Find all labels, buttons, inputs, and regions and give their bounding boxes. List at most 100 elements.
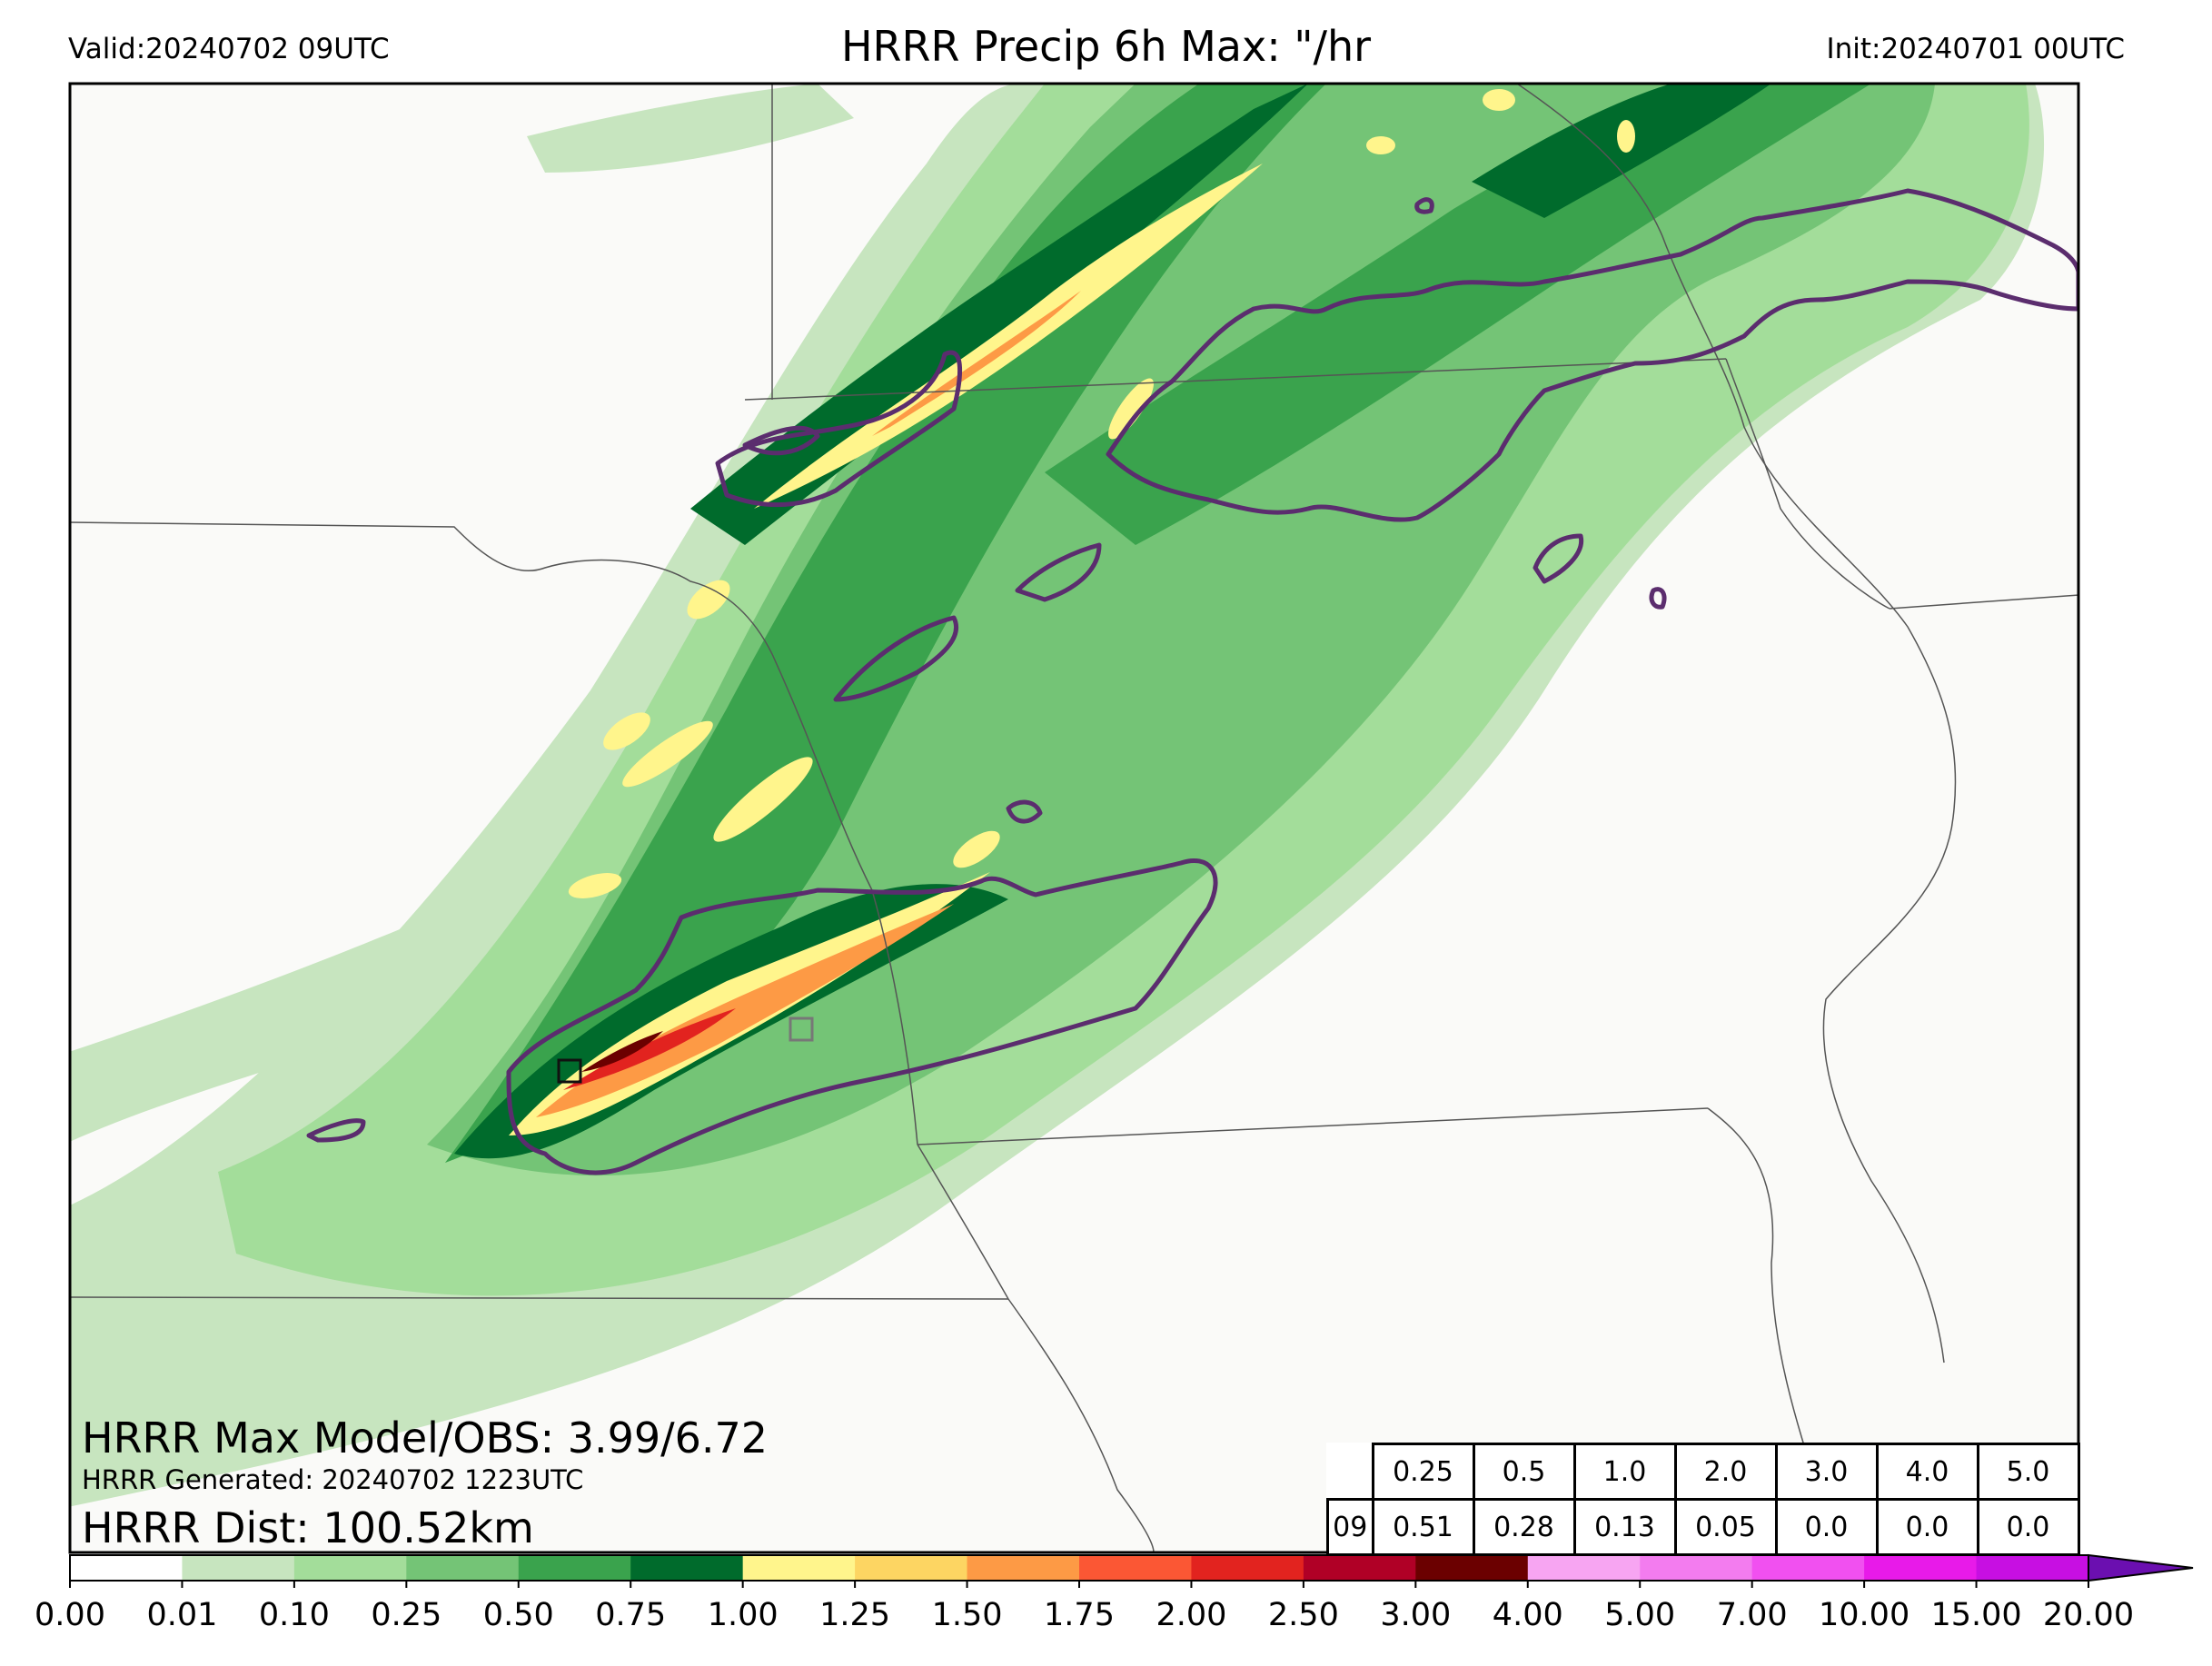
threshold-cell: 0.25 (1371, 1443, 1475, 1501)
value-cell: 0.28 (1472, 1498, 1576, 1556)
colorbar-tick-label: 0.75 (595, 1597, 667, 1633)
colorbar-tick-label: 1.25 (819, 1597, 891, 1633)
stat-distance: HRRR Dist: 100.52km (82, 1503, 534, 1552)
colorbar-segment (182, 1555, 295, 1581)
precip-cell (953, 830, 1000, 868)
obs-contour-north-a (715, 350, 963, 508)
state-border (1725, 358, 1890, 610)
obs-contour-small (1414, 197, 1434, 214)
value-cell: 0.51 (1371, 1498, 1475, 1556)
colorbar-segment (855, 1555, 968, 1581)
value-cell: 0.0 (1774, 1498, 1879, 1556)
colorbar-tick-label: 1.00 (707, 1597, 779, 1633)
state-border (744, 358, 1727, 401)
state-border (1889, 594, 2078, 610)
precip-cell (568, 873, 622, 898)
colorbar-segment (1415, 1555, 1529, 1581)
precip-core-south-150 (536, 904, 954, 1117)
value-cell: 0.0 (1875, 1498, 1979, 1556)
obs-contour-small (1006, 799, 1043, 824)
colorbar-tick-label: 1.75 (1044, 1597, 1115, 1633)
precip-field (70, 84, 2045, 1507)
obs-contour-south (506, 858, 1218, 1175)
threshold-cell: 0.5 (1472, 1443, 1576, 1501)
obs-contour-small (742, 425, 820, 456)
colorbar-tick-label: 15.00 (1930, 1597, 2022, 1633)
state-borders (70, 84, 2078, 1552)
state-border (70, 521, 773, 655)
colorbar-segment (1864, 1555, 1978, 1581)
colorbar-tick-label: 1.50 (931, 1597, 1003, 1633)
stat-max-model-obs: HRRR Max Model/OBS: 3.99/6.72 (82, 1413, 769, 1463)
colorbar-segment (518, 1555, 631, 1581)
state-border (70, 1296, 1009, 1300)
threshold-cell: 5.0 (1976, 1443, 2080, 1501)
map-frame (68, 82, 2080, 1554)
colorbar-tick-label: 4.00 (1492, 1597, 1563, 1633)
colorbar-tick-label: 7.00 (1716, 1597, 1788, 1633)
precip-cell (603, 712, 650, 750)
value-cell: 0.0 (1976, 1498, 2080, 1556)
colorbar-segment (1079, 1555, 1192, 1581)
precip-cell (1366, 136, 1395, 154)
precip-core-south-300 (581, 1031, 663, 1072)
obs-contour-mid (833, 615, 959, 702)
precip-cell (1483, 89, 1515, 111)
colorbar-tick-label: 0.50 (482, 1597, 554, 1633)
precip-swath-light-2 (70, 890, 509, 1142)
header-valid-time: Valid:20240702 09UTC (68, 33, 390, 65)
precip-cell (622, 720, 713, 788)
obs-contour-ne (1533, 533, 1584, 584)
verification-header-row: 0.25 0.5 1.0 2.0 3.0 4.0 5.0 (1328, 1443, 2080, 1501)
precip-band-050-a (445, 84, 1326, 1163)
colorbar-segment (406, 1555, 520, 1581)
colorbar-tick-label: 0.10 (258, 1597, 330, 1633)
row-label-cell: 09 (1326, 1498, 1374, 1556)
colorbar-segment (1191, 1555, 1304, 1581)
precip-band-075-b (690, 84, 1308, 545)
state-border (1516, 84, 1957, 1364)
colorbar-tick-label: 0.01 (146, 1597, 218, 1633)
colorbar-segment (1640, 1555, 1753, 1581)
precip-band-025 (427, 84, 1935, 1176)
precip-core-north-150 (872, 291, 1081, 436)
colorbar-tick-label: 3.00 (1380, 1597, 1452, 1633)
colorbar-segment (1751, 1555, 1865, 1581)
precip-cell (1108, 378, 1154, 440)
value-cell: 0.05 (1673, 1498, 1778, 1556)
colorbar-segment (630, 1555, 744, 1581)
colorbar-tick-label: 5.00 (1604, 1597, 1676, 1633)
precip-core-south-200 (563, 1008, 736, 1090)
header-init-time: Init:20240701 00UTC (1826, 33, 2125, 65)
precip-core-north-100 (754, 164, 1263, 509)
state-border (917, 1144, 1155, 1552)
obs-contour-east (1106, 188, 2078, 522)
colorbar-segment (967, 1555, 1080, 1581)
threshold-cell: 4.0 (1875, 1443, 1979, 1501)
stat-generated: HRRR Generated: 20240702 1223UTC (82, 1464, 584, 1495)
value-cell: 0.13 (1572, 1498, 1677, 1556)
threshold-cell: 3.0 (1774, 1443, 1879, 1501)
colorbar-tick-label: 20.00 (2042, 1597, 2135, 1633)
precip-cell (1617, 120, 1635, 153)
colorbar-segment (1976, 1555, 2089, 1581)
station-marker (557, 1058, 582, 1084)
colorbar-tick-label: 2.50 (1267, 1597, 1339, 1633)
verification-value-row: 09 0.51 0.28 0.13 0.05 0.0 0.0 0.0 (1326, 1498, 2080, 1556)
obs-contour-mid-2 (1015, 542, 1102, 602)
colorbar-extend-arrow (2088, 1553, 2194, 1582)
colorbar-tick-label: 2.00 (1156, 1597, 1227, 1633)
verification-table: 0.25 0.5 1.0 2.0 3.0 4.0 5.0 09 0.51 0.2… (1326, 1443, 2080, 1556)
threshold-cell: 2.0 (1673, 1443, 1778, 1501)
colorbar-segment (1527, 1555, 1641, 1581)
colorbar-tick-label: 0.00 (35, 1597, 105, 1633)
colorbar-segment (1303, 1555, 1416, 1581)
map-title: HRRR Precip 6h Max: "/hr (840, 22, 1372, 71)
station-marker (789, 1016, 814, 1042)
colorbar-tick-label: 0.25 (371, 1597, 442, 1633)
obs-contour-small (306, 1118, 366, 1143)
threshold-cell: 1.0 (1572, 1443, 1677, 1501)
state-border (917, 1107, 1709, 1145)
precip-band-075-c (1472, 84, 1771, 218)
